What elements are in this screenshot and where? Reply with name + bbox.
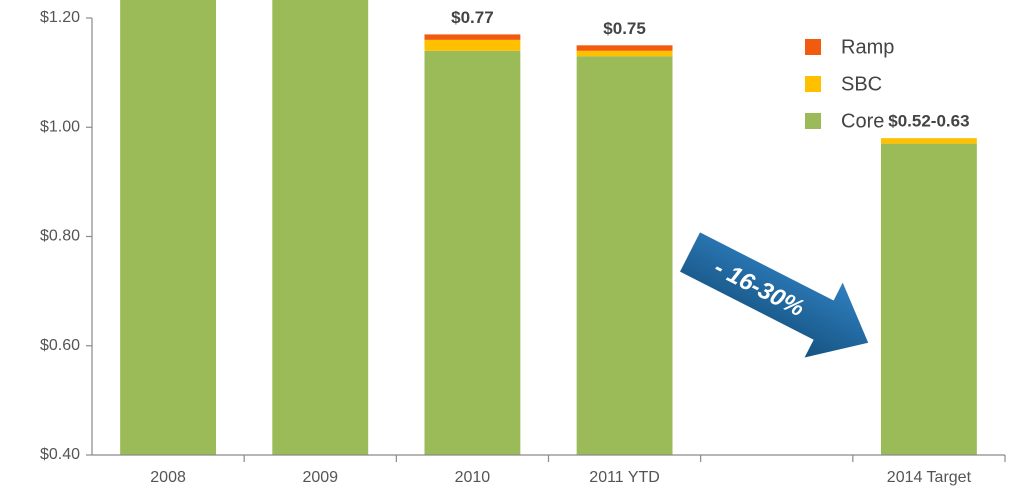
x-tick-label: 2014 Target xyxy=(887,469,972,486)
bar-label: $0.77 xyxy=(451,8,494,27)
legend-swatch xyxy=(805,113,821,129)
legend-label: Ramp xyxy=(841,36,894,58)
bar-segment xyxy=(424,34,521,40)
bar-segment xyxy=(880,143,977,455)
y-tick-label: $0.80 xyxy=(40,228,80,245)
y-tick-label: $1.00 xyxy=(40,118,80,135)
bar-segment xyxy=(424,39,521,51)
bar-segment xyxy=(880,138,977,144)
bar-segment xyxy=(424,50,521,456)
arrow xyxy=(680,232,869,358)
bar-segment xyxy=(576,56,673,456)
arrow-annotation: - 16-30% xyxy=(680,232,869,358)
x-tick-label: 2010 xyxy=(455,469,491,486)
legend-swatch xyxy=(805,76,821,92)
y-tick-label: $1.20 xyxy=(40,9,80,26)
legend-label: SBC xyxy=(841,73,882,95)
x-tick-label: 2009 xyxy=(302,469,338,486)
legend-swatch xyxy=(805,39,821,55)
bar-label: $0.75 xyxy=(603,19,646,38)
y-tick-label: $0.40 xyxy=(40,446,80,463)
x-tick-label: 2008 xyxy=(150,469,186,486)
y-tick-label: $0.60 xyxy=(40,337,80,354)
bar-segment xyxy=(576,45,673,51)
x-tick-label: 2011 YTD xyxy=(589,469,660,486)
bar-segment xyxy=(272,0,369,455)
bar-segment xyxy=(576,50,673,57)
bar-segment xyxy=(120,0,217,455)
legend-label: Core xyxy=(841,110,884,132)
bar-label: $0.52-0.63 xyxy=(888,112,969,131)
